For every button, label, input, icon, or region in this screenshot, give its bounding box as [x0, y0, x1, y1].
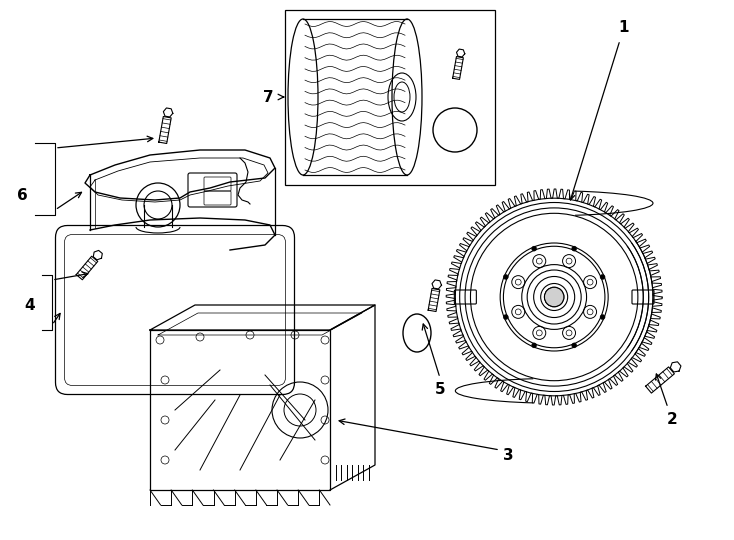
Text: 2: 2: [666, 413, 677, 428]
Text: 5: 5: [435, 382, 446, 397]
Circle shape: [600, 274, 605, 280]
Circle shape: [531, 246, 537, 251]
Text: 7: 7: [263, 90, 273, 105]
Circle shape: [545, 287, 564, 307]
Bar: [285, 10, 495, 185]
Text: 3: 3: [503, 448, 513, 462]
Circle shape: [572, 343, 577, 348]
Circle shape: [504, 314, 508, 320]
Circle shape: [600, 314, 605, 320]
Circle shape: [531, 343, 537, 348]
Text: 6: 6: [17, 187, 27, 202]
Circle shape: [504, 274, 508, 280]
Text: 1: 1: [619, 21, 629, 36]
Circle shape: [572, 246, 577, 251]
Text: 4: 4: [25, 298, 35, 313]
